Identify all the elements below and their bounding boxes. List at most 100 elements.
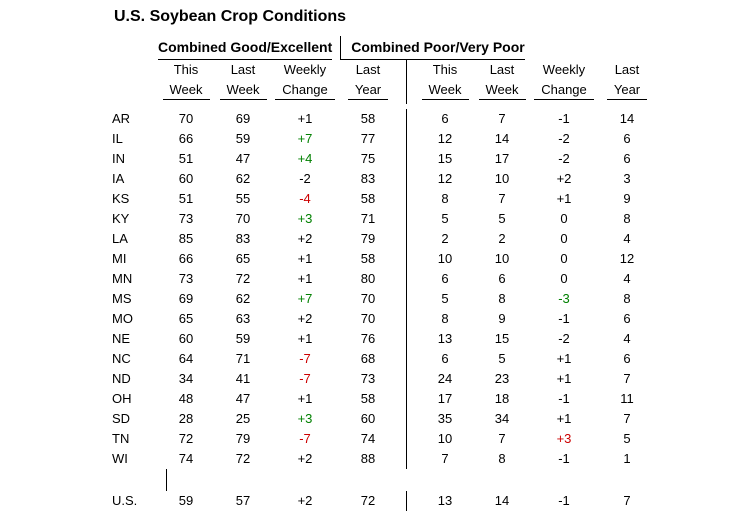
- cell-poor-very-poor-last-year: 5: [623, 431, 631, 446]
- poor-very-poor-cells: 35 34 +1 7: [406, 409, 657, 429]
- cell-good-excellent-last-year: 58: [360, 251, 376, 266]
- cell-good-excellent-last-week: 57: [235, 493, 251, 508]
- cell-poor-very-poor-last-year: 9: [623, 191, 631, 206]
- column-header-last-week-label: Week: [219, 81, 267, 100]
- column-header-rows: This Last Weekly Last This Last Weekly Last Week…: [112, 60, 657, 104]
- column-header-last-week: Week: [473, 80, 531, 104]
- poor-very-poor-cells: 10 7 +3 5: [406, 429, 657, 449]
- cell-poor-very-poor-weekly-change: +2: [556, 171, 572, 186]
- row-label: NC: [112, 351, 131, 366]
- cell-good-excellent-weekly-change: +1: [297, 251, 313, 266]
- cell-good-excellent-this-week: 28: [178, 411, 194, 426]
- column-header-last-week-label: Last: [230, 62, 256, 77]
- cell-good-excellent-this-week: 59: [178, 493, 194, 508]
- column-header-weekly-change-label: Change: [534, 81, 594, 100]
- cell-poor-very-poor-weekly-change: +3: [556, 431, 572, 446]
- cell-good-excellent-last-week: 83: [235, 231, 251, 246]
- column-header-this-week: This: [417, 60, 473, 80]
- table-row: U.S. 59 57 +2 72 13 14 -1 7: [112, 491, 657, 511]
- row-label: MS: [112, 291, 132, 306]
- row-label: IN: [112, 151, 125, 166]
- cell-good-excellent-last-week: 63: [235, 311, 251, 326]
- good-excellent-cells: 34 41 -7 73: [158, 369, 398, 389]
- good-excellent-cells: 69 62 +7 70: [158, 289, 398, 309]
- table-row: KY 73 70 +3 71 5 5 0 8: [112, 209, 657, 229]
- cell-poor-very-poor-weekly-change: 0: [560, 211, 568, 226]
- cell-poor-very-poor-this-week: 13: [437, 493, 453, 508]
- poor-very-poor-cells: 8 7 +1 9: [406, 189, 657, 209]
- cell-good-excellent-last-year: 58: [360, 111, 376, 126]
- cell-good-excellent-last-year: 83: [360, 171, 376, 186]
- cell-poor-very-poor-this-week: 15: [437, 151, 453, 166]
- crop-conditions-table: Combined Good/Excellent Combined Poor/Ve…: [112, 36, 657, 511]
- cell-good-excellent-weekly-change: -4: [299, 191, 311, 206]
- table-row: IA 60 62 -2 83 12 10 +2 3: [112, 169, 657, 189]
- cell-good-excellent-weekly-change: +3: [297, 211, 313, 226]
- row-label: MN: [112, 271, 133, 286]
- cell-good-excellent-last-year: 68: [360, 351, 376, 366]
- cell-good-excellent-this-week: 66: [178, 131, 194, 146]
- poor-very-poor-cells: 13 14 -1 7: [406, 491, 657, 511]
- cell-poor-very-poor-this-week: 5: [441, 211, 449, 226]
- column-header-last-year-label: Year: [347, 81, 389, 100]
- column-header-last-week: Last: [214, 60, 272, 80]
- cell-good-excellent-last-year: 75: [360, 151, 376, 166]
- cell-poor-very-poor-this-week: 5: [441, 291, 449, 306]
- row-label: U.S.: [112, 493, 138, 508]
- cell-good-excellent-last-week: 79: [235, 431, 251, 446]
- cell-good-excellent-weekly-change: +1: [297, 391, 313, 406]
- cell-good-excellent-last-year: 74: [360, 431, 376, 446]
- cell-good-excellent-last-year: 70: [360, 291, 376, 306]
- cell-poor-very-poor-last-year: 4: [623, 271, 631, 286]
- good-excellent-cells: 51 55 -4 58: [158, 189, 398, 209]
- cell-good-excellent-last-year: 58: [360, 191, 376, 206]
- cell-poor-very-poor-this-week: 6: [441, 111, 449, 126]
- cell-poor-very-poor-last-year: 7: [623, 371, 631, 386]
- cell-poor-very-poor-last-week: 10: [494, 251, 510, 266]
- cell-good-excellent-weekly-change: +4: [297, 151, 313, 166]
- table-row: KS 51 55 -4 58 8 7 +1 9: [112, 189, 657, 209]
- cell-poor-very-poor-weekly-change: +1: [556, 191, 572, 206]
- cell-good-excellent-last-week: 47: [235, 151, 251, 166]
- cell-good-excellent-last-week: 25: [235, 411, 251, 426]
- good-excellent-cells: 70 69 +1 58: [158, 109, 398, 129]
- column-header-this-week: Week: [158, 80, 214, 104]
- cell-poor-very-poor-weekly-change: -1: [558, 451, 570, 466]
- table-row: LA 85 83 +2 79 2 2 0 4: [112, 229, 657, 249]
- poor-very-poor-cells: 12 10 +2 3: [406, 169, 657, 189]
- soybean-crop-report: U.S. Soybean Crop Conditions Combined Go…: [112, 6, 657, 511]
- cell-good-excellent-this-week: 64: [178, 351, 194, 366]
- cell-good-excellent-this-week: 51: [178, 151, 194, 166]
- cell-poor-very-poor-last-week: 7: [498, 431, 506, 446]
- cell-poor-very-poor-this-week: 12: [437, 131, 453, 146]
- cell-good-excellent-last-year: 77: [360, 131, 376, 146]
- cell-good-excellent-last-year: 71: [360, 211, 376, 226]
- spacer-poor-very-poor: [166, 469, 177, 491]
- cell-poor-very-poor-last-year: 4: [623, 231, 631, 246]
- cell-good-excellent-last-week: 69: [235, 111, 251, 126]
- table-row: OH 48 47 +1 58 17 18 -1 11: [112, 389, 657, 409]
- column-header-last-year: Year: [338, 80, 398, 104]
- good-excellent-cells: 73 72 +1 80: [158, 269, 398, 289]
- column-header-this-week-label: This: [173, 62, 199, 77]
- column-header-row: This Last Weekly Last This Last Weekly Last: [112, 60, 657, 80]
- good-excellent-cells: 60 59 +1 76: [158, 329, 398, 349]
- column-header-this-week-label: This: [432, 62, 458, 77]
- cell-poor-very-poor-this-week: 7: [441, 451, 449, 466]
- cell-good-excellent-weekly-change: +2: [297, 311, 313, 326]
- cell-good-excellent-weekly-change: +1: [297, 111, 313, 126]
- poor-very-poor-cells: 6 6 0 4: [406, 269, 657, 289]
- cell-good-excellent-weekly-change: +1: [297, 271, 313, 286]
- cell-poor-very-poor-last-week: 6: [498, 271, 506, 286]
- column-header-last-year: Year: [597, 80, 657, 104]
- cell-good-excellent-last-week: 71: [235, 351, 251, 366]
- cell-poor-very-poor-last-week: 17: [494, 151, 510, 166]
- cell-poor-very-poor-weekly-change: +1: [556, 411, 572, 426]
- table-row: MI 66 65 +1 58 10 10 0 12: [112, 249, 657, 269]
- cell-poor-very-poor-this-week: 13: [437, 331, 453, 346]
- column-header-weekly-change-label: Change: [275, 81, 335, 100]
- cell-poor-very-poor-this-week: 8: [441, 311, 449, 326]
- column-header-last-year: Last: [338, 60, 398, 80]
- good-excellent-headers: This Last Weekly Last: [158, 60, 398, 80]
- cell-poor-very-poor-last-week: 8: [498, 291, 506, 306]
